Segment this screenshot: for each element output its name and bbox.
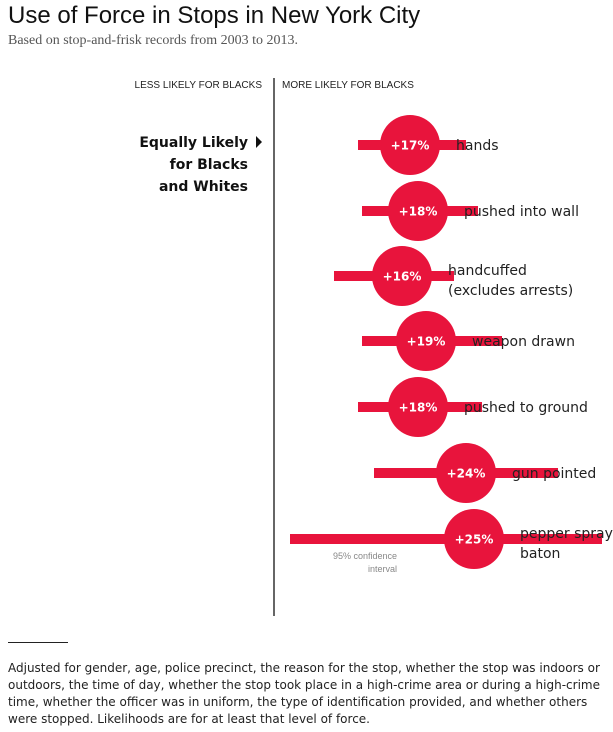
force-row: +19% weapon drawn <box>362 311 575 371</box>
force-row: +18% pushed to ground <box>358 377 588 437</box>
force-type-label: gun pointed <box>512 466 596 482</box>
force-type-label: pushed to ground <box>464 400 588 416</box>
confidence-interval-note: interval <box>368 564 397 574</box>
force-type-label: pushed into wall <box>464 204 579 220</box>
force-row: +24% gun pointed <box>374 443 596 503</box>
estimate-point <box>380 115 440 175</box>
value-label: +25% <box>455 533 494 547</box>
equal-likelihood-label: for Blacks <box>170 157 248 173</box>
estimate-point <box>388 377 448 437</box>
force-type-label: handcuffed <box>448 263 527 279</box>
estimate-point <box>436 443 496 503</box>
confidence-interval-note: 95% confidence <box>333 551 397 561</box>
force-row: +18% pushed into wall <box>362 181 579 241</box>
force-type-label: (excludes arrests) <box>448 283 573 299</box>
more-likely-header: MORE LIKELY FOR BLACKS <box>282 80 414 91</box>
value-label: +18% <box>399 401 438 415</box>
force-row: +16% handcuffed (excludes arrests) <box>334 246 573 306</box>
equal-likelihood-label: Equally Likely <box>139 135 248 151</box>
force-likelihood-chart: LESS LIKELY FOR BLACKS MORE LIKELY FOR BL… <box>135 78 613 616</box>
estimate-point <box>388 181 448 241</box>
triangle-right-icon <box>256 136 262 148</box>
less-likely-header: LESS LIKELY FOR BLACKS <box>135 80 263 91</box>
value-label: +19% <box>407 335 446 349</box>
chart-title: Use of Force in Stops in New York City <box>8 2 421 29</box>
chart-subtitle: Based on stop-and-frisk records from 200… <box>8 33 299 48</box>
estimate-point <box>372 246 432 306</box>
force-type-label: weapon drawn <box>472 334 575 350</box>
force-row: +17% hands <box>358 115 499 175</box>
force-row: +25% pepper spray, baton <box>290 509 613 569</box>
estimate-point <box>396 311 456 371</box>
value-label: +16% <box>383 270 422 284</box>
value-label: +24% <box>447 467 486 481</box>
footnote-rule <box>8 642 68 643</box>
value-label: +17% <box>391 139 430 153</box>
force-type-label: pepper spray, <box>520 526 613 542</box>
value-label: +18% <box>399 205 438 219</box>
footnote: Adjusted for gender, age, police precinc… <box>8 661 600 726</box>
force-type-label: hands <box>456 138 499 154</box>
force-type-label: baton <box>520 546 560 562</box>
estimate-point <box>444 509 504 569</box>
equal-likelihood-label: and Whites <box>159 179 248 195</box>
